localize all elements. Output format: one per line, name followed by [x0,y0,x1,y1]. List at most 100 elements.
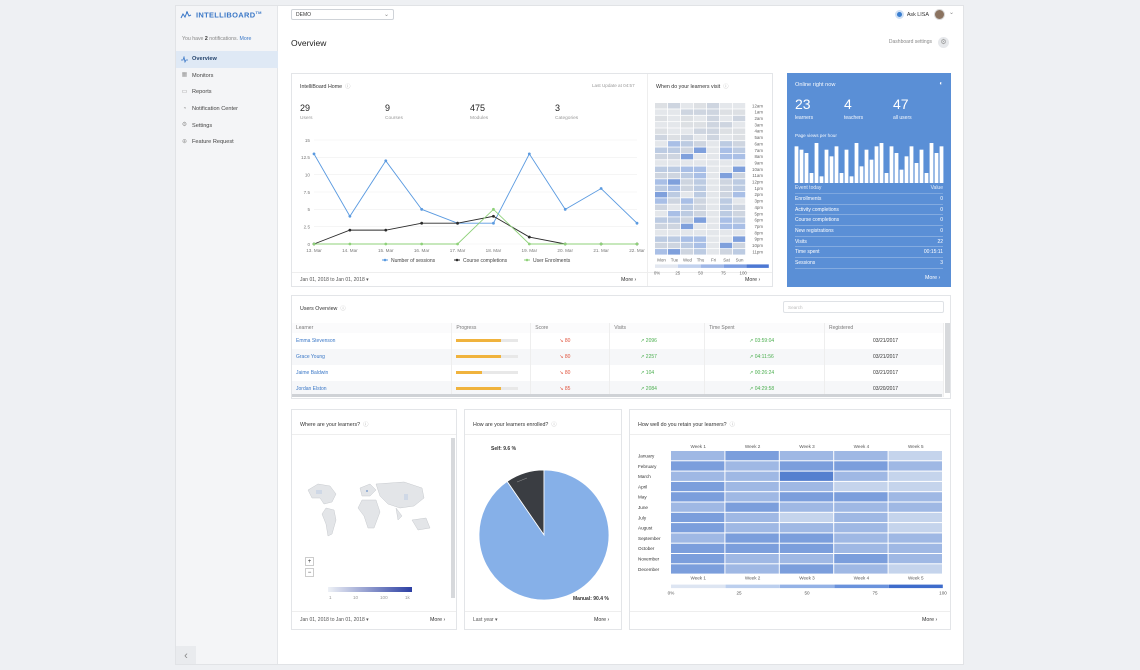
column-learner[interactable]: Learner [292,323,453,333]
column-registered[interactable]: Registered [824,323,944,333]
logo[interactable]: INTELLIBOARDTM [180,10,262,20]
heatmap-cell [681,172,694,179]
column-score[interactable]: Score [530,323,611,333]
notif-more-link[interactable]: More [239,36,252,42]
learner-link[interactable]: Jordan Elston [296,386,327,392]
home-more-link[interactable]: More › [621,277,637,283]
row-label: 3am [754,122,763,127]
sidebar-item-notification-center[interactable]: ◔ Notification Center [176,101,278,118]
sidebar-item-settings[interactable]: ⚙ Settings [176,117,278,134]
dashboard-settings-gear-icon[interactable]: ⚙ [938,37,949,48]
scale-segment [677,264,701,268]
scale-label: 100 [740,270,748,275]
page-view-bar [934,153,939,183]
where-date-range[interactable]: Jan 01, 2018 to Jan 01, 2018 ▾ [300,617,369,623]
info-icon: ⓘ [551,422,557,428]
where-title-text: Where are your learners? [300,422,361,428]
heatmap-cell [725,523,779,533]
heatmap-cell [681,128,694,134]
page-view-bar [819,176,824,183]
map-zoom-out-button[interactable]: − [305,568,314,577]
half-circle-icon[interactable]: ◐ [939,81,943,87]
column-label: Mon [657,257,666,262]
row-label: 5am [754,135,763,140]
enrolled-period[interactable]: Last year ▾ [473,617,498,623]
home-title-text: IntelliBoard Home [300,84,343,90]
scale-label: 0% [668,591,675,596]
heatmap-cell [655,115,668,122]
sidebar-item-feature-request[interactable]: ⊕ Feature Request [176,134,278,151]
learner-name: Grace Young [292,349,453,365]
avatar[interactable] [934,9,945,20]
heatmap-cell [694,230,707,236]
home-date-range[interactable]: Jan 01, 2018 to Jan 01, 2018 ▾ [300,277,369,283]
sidebar-item-label: Notification Center [192,106,239,113]
table-row[interactable]: Grace Young ↘ 80 ↗ 2257 ↗ 04:11:56 03/21/201… [292,349,944,365]
ask-lisa-label: Ask LISA [906,11,929,18]
sidebar-item-overview[interactable]: Overview [176,51,278,68]
heatmap-cell [681,242,694,249]
learner-link[interactable]: Grace Young [296,354,325,360]
ask-lisa-button[interactable]: Ask LISA [894,10,929,19]
sidebar-item-reports[interactable]: ▭ Reports [176,84,278,101]
where-more-link[interactable]: More › [430,617,446,623]
learner-link[interactable]: Jaime Baldwin [296,370,329,376]
heatmap-cell [681,141,694,147]
time-cell: ↗ 04:29:58 [704,381,825,397]
table-row[interactable]: Jaime Baldwin ↘ 80 ↗ 104 ↗ 00:26:24 03/21/20… [292,365,944,381]
world-map[interactable] [304,476,444,546]
heatmap-cell [720,185,733,192]
retain-more-link[interactable]: More › [922,617,938,623]
table-row[interactable]: Emma Stevenson ↘ 80 ↗ 2096 ↗ 03:59:04 03/21/… [292,333,944,349]
registered-value: 03/21/2017 [873,354,899,360]
data-point [420,221,424,225]
where-scrollbar[interactable] [451,438,455,598]
heatmap-cell [725,492,779,502]
row-label: 1am [754,110,763,115]
heatmap-cell [694,198,707,204]
heatmap-cell [725,461,779,471]
where-card: Where are your learners? ⓘ + − 1 10 100 1… [291,409,457,630]
page-view-bar [869,159,874,183]
online-more-link[interactable]: More › [925,275,941,281]
table-row[interactable]: Jordan Elston ↘ 85 ↗ 2084 ↗ 04:29:58 03/20/2… [292,381,944,397]
dashboard-settings-label[interactable]: Dashboard settings [888,39,932,45]
data-point [384,159,388,163]
column-label-top: Week 5 [908,444,924,449]
sidebar-item-monitors[interactable]: ▦ Monitors [176,68,278,85]
chevron-down-icon[interactable]: ⌄ [948,10,954,16]
heatmap-cell [671,471,725,481]
heatmap-cell [725,471,779,481]
heatmap-cell [834,512,888,523]
event-label: New registrations [795,227,834,234]
y-tick-label: 5 [307,207,310,212]
card-divider [292,272,772,273]
heatmap-cell [834,543,888,553]
column-progress[interactable]: Progress [451,323,532,333]
row-label: 12am [752,103,763,108]
scale-segment [746,264,769,268]
page-views-chart [794,143,944,183]
page-view-bar [834,146,839,183]
site-select[interactable]: DEMO ⌄ [291,9,394,20]
brand-tm: TM [255,10,262,15]
users-search-input[interactable]: Search [783,301,944,313]
enrolled-more-link[interactable]: More › [594,617,610,623]
self-label-leader [516,477,528,483]
column-time-spent[interactable]: Time Spent [704,323,825,333]
page-view-bar [859,166,864,183]
row-label: 6pm [754,218,763,223]
heatmap-cell [668,103,681,109]
column-visits[interactable]: Visits [609,323,706,333]
table-scrollbar-horizontal[interactable] [292,394,942,397]
time-value: ↗ 03:59:04 [749,338,775,344]
time-cell: ↗ 04:11:56 [704,349,825,365]
heatmap-cell [834,471,888,481]
collapse-sidebar-button[interactable]: ‹ [176,646,196,664]
heatmap-cell [720,147,733,153]
map-zoom-in-button[interactable]: + [305,557,314,566]
table-scrollbar-vertical[interactable] [945,323,950,393]
visit-more-link[interactable]: More › [745,277,761,283]
page-view-bar [794,146,799,183]
learner-link[interactable]: Emma Stevenson [296,338,336,344]
